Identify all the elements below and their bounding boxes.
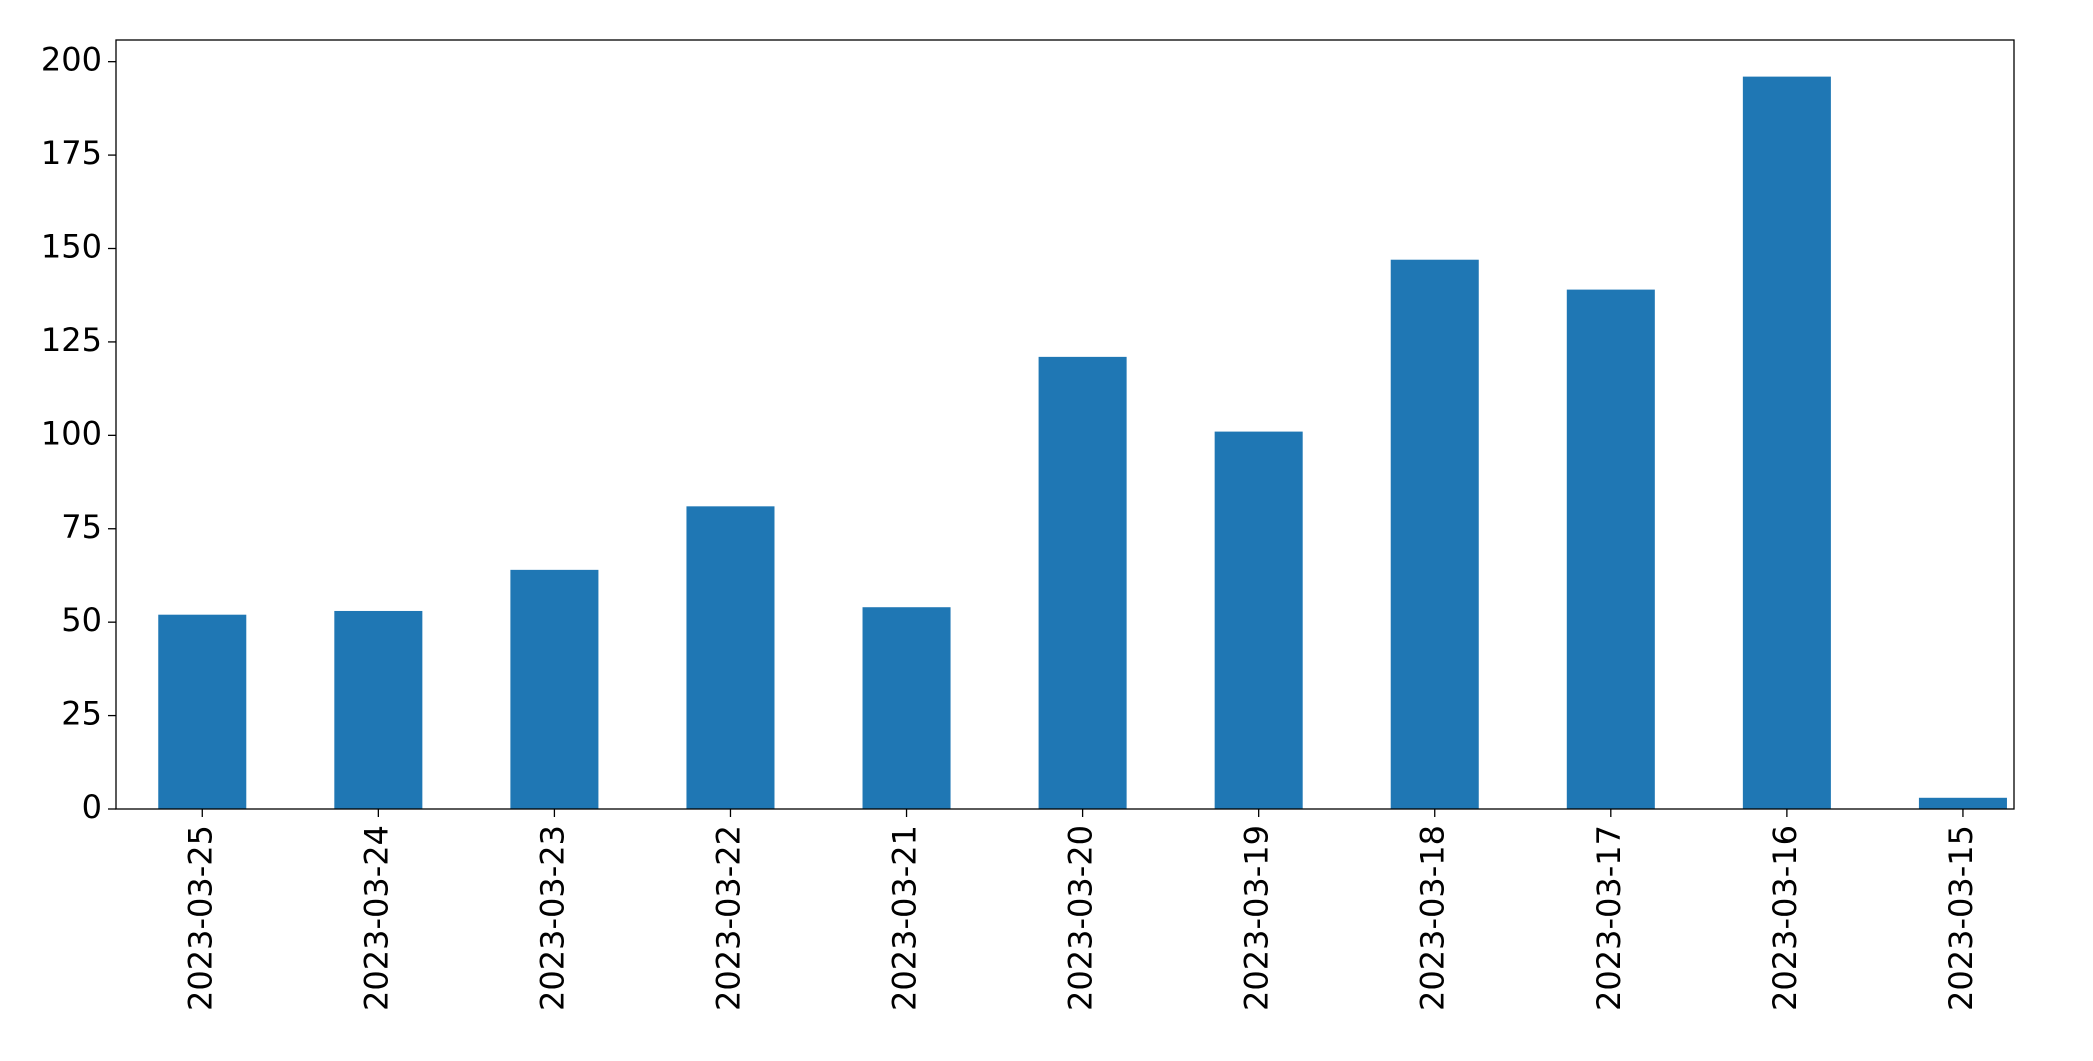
plot-frame: [115, 39, 2015, 810]
y-tick-label: 150: [41, 228, 102, 266]
bar: [862, 607, 951, 809]
x-tick-label: 2023-03-19: [1238, 825, 1276, 1011]
y-tick-label: 125: [41, 321, 102, 359]
bar: [158, 614, 247, 809]
bar: [1214, 431, 1303, 809]
bar: [510, 569, 599, 809]
bar: [1390, 259, 1479, 809]
x-tick-label: 2023-03-25: [181, 825, 219, 1011]
y-tick-label: 175: [41, 134, 102, 172]
y-tick-label: 75: [61, 508, 102, 546]
bar: [1566, 289, 1655, 809]
y-tick-label: 25: [61, 695, 102, 733]
bar: [686, 506, 775, 809]
bar: [334, 610, 423, 809]
x-tick-label: 2023-03-18: [1414, 825, 1452, 1011]
x-tick-label: 2023-03-22: [709, 825, 747, 1011]
x-tick-label: 2023-03-23: [533, 825, 571, 1011]
x-tick-label: 2023-03-16: [1766, 825, 1804, 1011]
x-tick-label: 2023-03-17: [1590, 825, 1628, 1011]
bar: [1742, 76, 1831, 810]
y-tick-label: 50: [61, 601, 102, 639]
x-tick-label: 2023-03-20: [1062, 825, 1100, 1011]
x-tick-label: 2023-03-15: [1942, 825, 1980, 1011]
y-tick-label: 100: [41, 414, 102, 452]
y-tick-label: 0: [82, 788, 102, 826]
bar: [1918, 797, 2007, 809]
x-tick-label: 2023-03-21: [886, 825, 924, 1011]
bar: [1038, 356, 1127, 809]
x-tick-label: 2023-03-24: [357, 825, 395, 1011]
y-tick-label: 200: [41, 41, 102, 79]
